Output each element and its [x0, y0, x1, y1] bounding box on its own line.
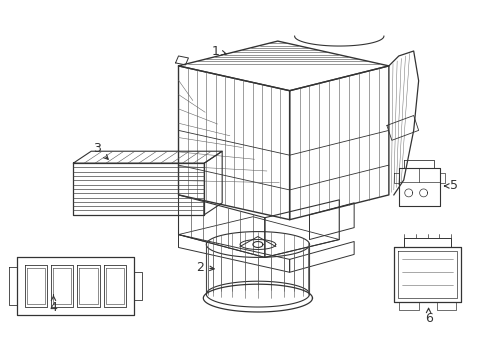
Text: 6: 6 [424, 308, 431, 325]
Text: 5: 5 [444, 179, 457, 193]
Text: 2: 2 [196, 261, 214, 274]
Text: 4: 4 [49, 295, 57, 314]
Text: 3: 3 [93, 142, 108, 159]
Text: 1: 1 [211, 45, 226, 58]
